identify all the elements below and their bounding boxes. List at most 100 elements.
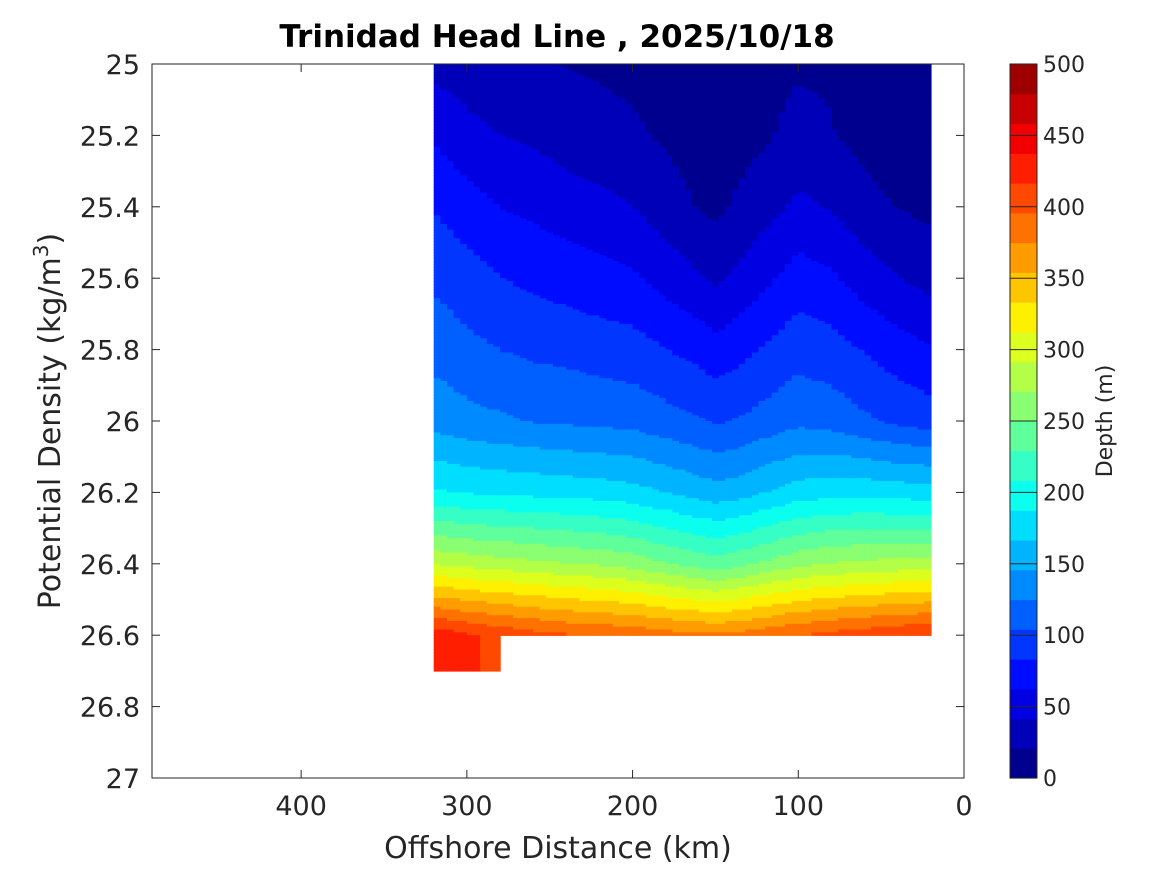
contour-cell bbox=[480, 281, 488, 285]
contour-cell bbox=[566, 64, 574, 68]
contour-cell bbox=[572, 69, 581, 74]
contour-cell bbox=[586, 189, 594, 194]
contour-cell bbox=[486, 595, 495, 599]
contour-cell bbox=[493, 146, 501, 151]
contour-cell bbox=[460, 618, 468, 622]
contour-cell bbox=[466, 141, 475, 145]
contour-cell bbox=[480, 189, 488, 194]
contour-cell bbox=[433, 629, 442, 634]
contour-cell bbox=[460, 263, 468, 268]
contour-cell bbox=[440, 383, 448, 388]
contour-cell bbox=[446, 263, 455, 268]
contour-cell bbox=[519, 558, 528, 562]
contour-cell bbox=[460, 538, 468, 542]
contour-cell bbox=[480, 592, 488, 596]
contour-cell bbox=[500, 415, 508, 419]
contour-cell bbox=[473, 558, 481, 562]
contour-cell bbox=[466, 355, 475, 359]
contour-cell bbox=[566, 398, 574, 402]
contour-cell bbox=[460, 509, 468, 514]
contour-cell bbox=[506, 221, 514, 225]
contour-cell bbox=[480, 580, 488, 585]
contour-cell bbox=[453, 166, 461, 171]
contour-cell bbox=[453, 355, 461, 359]
contour-cell bbox=[453, 178, 461, 182]
contour-cell bbox=[440, 446, 448, 451]
contour-cell bbox=[460, 429, 468, 434]
contour-cell bbox=[500, 255, 508, 259]
contour-cell bbox=[579, 186, 587, 191]
contour-cell bbox=[480, 212, 488, 217]
contour-cell bbox=[526, 552, 534, 556]
contour-cell bbox=[533, 509, 541, 514]
contour-cell bbox=[513, 129, 521, 134]
contour-cell bbox=[539, 543, 548, 548]
contour-cell bbox=[559, 458, 567, 462]
contour-cell bbox=[553, 109, 561, 114]
contour-cell bbox=[466, 489, 475, 494]
contour-cell bbox=[572, 469, 581, 474]
contour-cell bbox=[506, 540, 514, 545]
contour-cell bbox=[519, 366, 528, 371]
contour-cell bbox=[553, 580, 561, 585]
contour-cell bbox=[486, 506, 495, 511]
contour-cell bbox=[572, 346, 581, 351]
contour-cell bbox=[526, 540, 534, 545]
contour-cell bbox=[473, 460, 481, 465]
contour-cell bbox=[466, 520, 475, 525]
contour-cell bbox=[493, 492, 501, 496]
contour-cell bbox=[559, 492, 567, 496]
contour-cell bbox=[453, 383, 461, 388]
contour-cell bbox=[460, 666, 468, 671]
contour-cell bbox=[440, 183, 448, 188]
contour-cell bbox=[546, 421, 554, 425]
contour-cell bbox=[506, 129, 514, 134]
contour-cell bbox=[572, 78, 581, 82]
contour-cell bbox=[466, 178, 475, 182]
contour-cell bbox=[493, 578, 501, 582]
contour-cell bbox=[572, 352, 581, 357]
contour-cell bbox=[446, 509, 455, 514]
contour-cell bbox=[579, 529, 587, 534]
contour-cell bbox=[579, 272, 587, 277]
contour-cell bbox=[500, 463, 508, 468]
contour-cell bbox=[526, 158, 534, 162]
contour-cell bbox=[579, 166, 587, 171]
contour-cell bbox=[572, 169, 581, 174]
contour-cell bbox=[446, 166, 455, 171]
contour-cell bbox=[466, 560, 475, 565]
contour-cell bbox=[586, 86, 594, 91]
contour-cell bbox=[586, 261, 594, 265]
contour-cell bbox=[440, 478, 448, 482]
contour-cell bbox=[519, 106, 528, 111]
contour-cell bbox=[513, 600, 521, 605]
contour-cell bbox=[572, 281, 581, 285]
contour-cell bbox=[486, 263, 495, 268]
contour-cell bbox=[500, 615, 508, 619]
contour-cell bbox=[533, 372, 541, 377]
contour-cell bbox=[486, 569, 495, 574]
contour-cell bbox=[466, 72, 475, 77]
contour-cell bbox=[513, 409, 521, 414]
contour-cell bbox=[586, 480, 594, 485]
contour-cell bbox=[513, 486, 521, 491]
contour-cell bbox=[466, 361, 475, 365]
contour-cell bbox=[446, 421, 455, 425]
contour-cell bbox=[433, 563, 442, 568]
contour-cell bbox=[473, 555, 481, 559]
contour-cell bbox=[553, 278, 561, 282]
contour-cell bbox=[480, 109, 488, 114]
contour-cell bbox=[433, 252, 442, 257]
contour-cell bbox=[559, 620, 567, 625]
contour-cell bbox=[460, 326, 468, 331]
contour-cell bbox=[519, 286, 528, 291]
contour-cell bbox=[586, 503, 594, 508]
contour-cell bbox=[553, 512, 561, 516]
contour-cell bbox=[440, 78, 448, 82]
contour-cell bbox=[519, 203, 528, 208]
contour-cell bbox=[493, 175, 501, 179]
contour-cell bbox=[433, 329, 442, 334]
contour-cell bbox=[466, 623, 475, 628]
contour-cell bbox=[453, 643, 461, 648]
contour-cell bbox=[473, 483, 481, 488]
